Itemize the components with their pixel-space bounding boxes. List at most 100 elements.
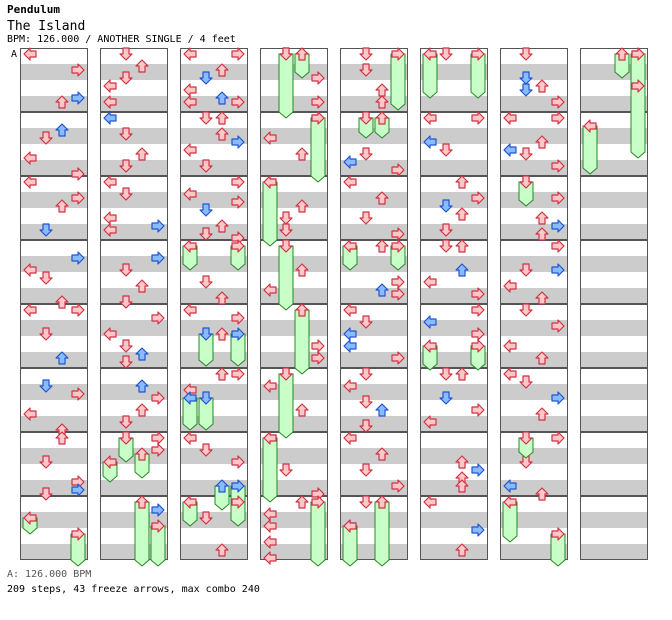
beat-stripe (101, 320, 167, 336)
step-arrow (391, 163, 405, 177)
step-arrow (39, 327, 53, 341)
beat-stripe (341, 352, 407, 368)
step-arrow (183, 431, 197, 445)
beat-stripe (341, 448, 407, 464)
step-arrow (135, 403, 149, 417)
freeze-arrow (294, 303, 310, 375)
step-arrow (503, 111, 517, 125)
up-arrow (55, 95, 69, 109)
freeze-arrow (102, 455, 118, 483)
measure (260, 496, 328, 560)
freeze-arrow (374, 495, 390, 567)
step-arrow (183, 187, 197, 201)
right-arrow (471, 463, 485, 477)
measure (100, 496, 168, 560)
step-arrow (55, 351, 69, 365)
measure (340, 304, 408, 368)
freeze-tail (278, 53, 294, 119)
left-arrow (423, 495, 437, 509)
measure (260, 304, 328, 368)
left-arrow (183, 303, 197, 317)
beat-stripe (581, 352, 647, 368)
step-arrow (199, 203, 213, 217)
beat-stripe (421, 128, 487, 144)
right-arrow (151, 443, 165, 457)
beat-stripe (261, 288, 327, 304)
down-arrow (439, 367, 453, 381)
freeze-arrow (134, 495, 150, 567)
step-arrow (455, 207, 469, 221)
step-arrow (439, 391, 453, 405)
step-arrow (151, 311, 165, 325)
beat-stripe (101, 64, 167, 80)
freeze-arrow (582, 119, 598, 175)
freeze-arrow (230, 495, 246, 527)
right-arrow (71, 167, 85, 181)
right-arrow (71, 483, 85, 497)
right-arrow (551, 263, 565, 277)
up-arrow (55, 295, 69, 309)
step-arrow (39, 455, 53, 469)
right-arrow (231, 495, 245, 509)
step-arrow (103, 79, 117, 93)
step-arrow (71, 167, 85, 181)
step-arrow (119, 339, 133, 353)
left-arrow (183, 391, 197, 405)
freeze-arrow (550, 527, 566, 567)
beat-stripe (21, 288, 87, 304)
step-arrow (535, 79, 549, 93)
left-arrow (423, 315, 437, 329)
measure (180, 48, 248, 112)
down-arrow (279, 463, 293, 477)
measure (20, 240, 88, 304)
down-arrow (519, 263, 533, 277)
step-arrow (551, 159, 565, 173)
right-arrow (231, 175, 245, 189)
step-arrow (471, 191, 485, 205)
step-arrow (39, 379, 53, 393)
right-arrow (151, 503, 165, 517)
measure (420, 432, 488, 496)
measure (340, 112, 408, 176)
beat-stripe (501, 352, 567, 368)
step-arrow (231, 175, 245, 189)
left-arrow (263, 551, 277, 565)
beat-stripe (101, 512, 167, 528)
right-arrow (391, 287, 405, 301)
beat-stripe (261, 64, 327, 80)
beat-stripe (421, 512, 487, 528)
beat-stripe (21, 320, 87, 336)
step-arrow (359, 47, 373, 61)
right-arrow (311, 95, 325, 109)
measure (580, 48, 648, 112)
step-arrow (311, 95, 325, 109)
left-arrow (103, 95, 117, 109)
step-arrow (23, 407, 37, 421)
step-arrow (551, 219, 565, 233)
beat-stripe (261, 96, 327, 112)
measure (20, 432, 88, 496)
freeze-arrow (22, 511, 38, 535)
freeze-arrow (262, 175, 278, 247)
step-arrow (551, 239, 565, 253)
beat-stripe (581, 544, 647, 560)
left-arrow (183, 239, 197, 253)
step-arrow (215, 219, 229, 233)
step-arrow (311, 351, 325, 365)
measure (180, 368, 248, 432)
step-arrow (551, 319, 565, 333)
step-arrow (39, 131, 53, 145)
beat-stripe (101, 128, 167, 144)
step-arrow (199, 443, 213, 457)
left-arrow (343, 303, 357, 317)
up-arrow (535, 407, 549, 421)
step-arrow (135, 59, 149, 73)
step-arrow (535, 407, 549, 421)
step-arrow (295, 495, 309, 509)
down-arrow (119, 127, 133, 141)
beat-stripe (21, 192, 87, 208)
step-stats: 209 steps, 43 freeze arrows, max combo 2… (7, 584, 260, 595)
up-arrow (295, 263, 309, 277)
step-arrow (263, 131, 277, 145)
